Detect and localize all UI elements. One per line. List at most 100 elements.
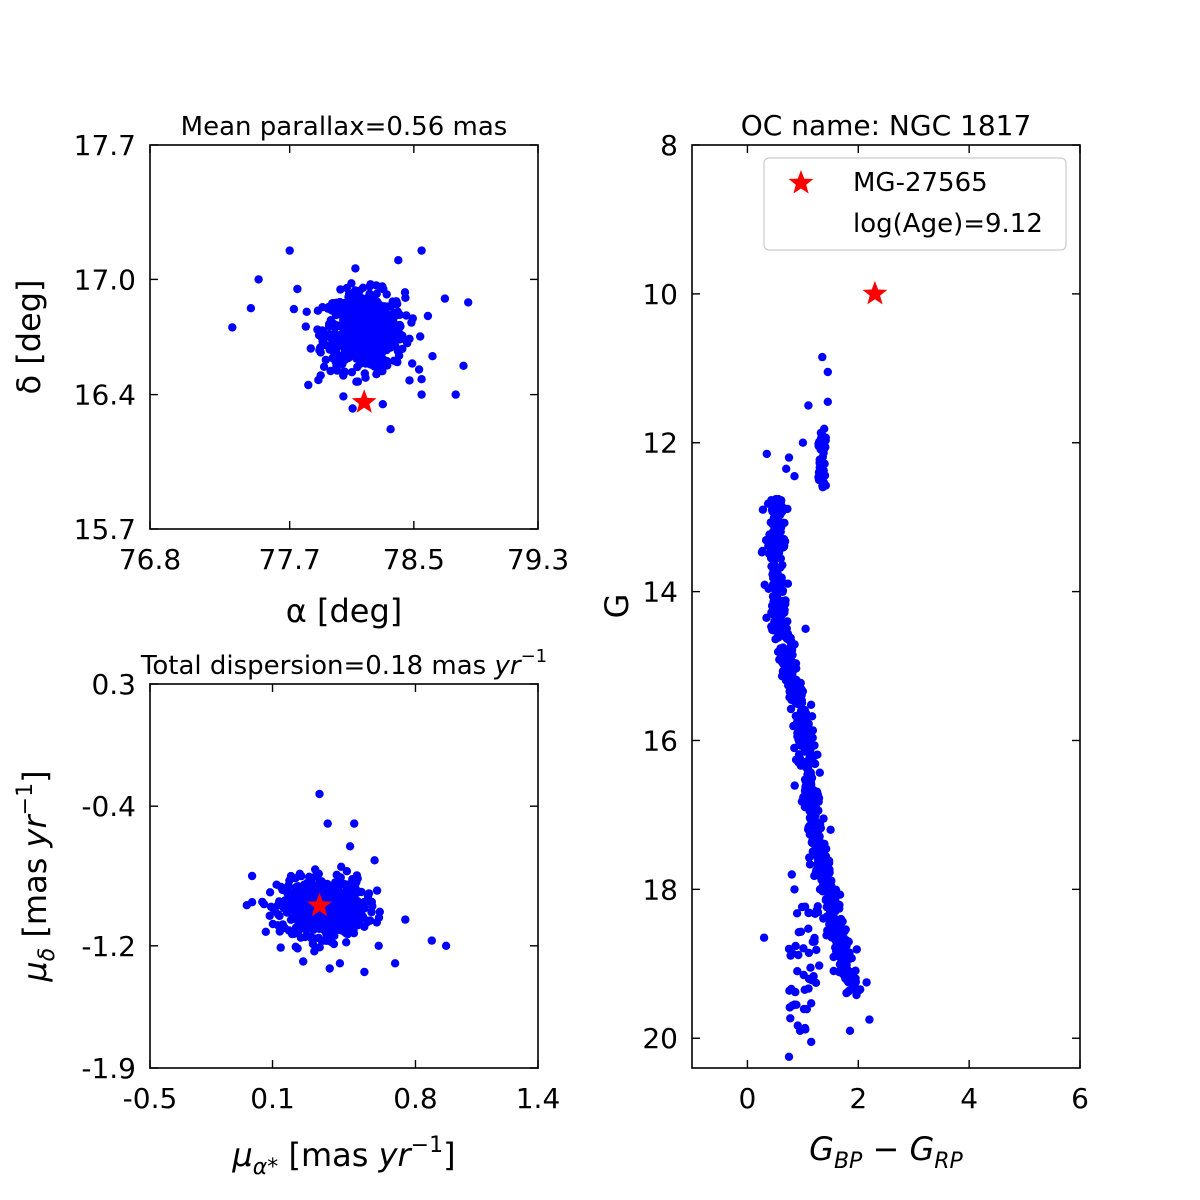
data-point	[265, 888, 275, 897]
data-point	[760, 580, 769, 589]
y-tick-label: -1.2	[81, 930, 136, 963]
data-point	[316, 371, 325, 380]
data-point	[292, 912, 301, 921]
data-point	[794, 750, 804, 759]
data-point	[808, 733, 817, 742]
data-point	[849, 982, 859, 992]
data-point	[310, 947, 319, 956]
data-point	[372, 331, 381, 340]
data-point	[845, 1026, 855, 1036]
cmd-ylabel: G	[598, 594, 636, 619]
data-point	[325, 345, 334, 354]
data-point	[306, 344, 315, 353]
cmd-legend: MG-27565 log(Age)=9.12	[763, 157, 1067, 251]
data-point	[382, 356, 391, 366]
data-point	[356, 322, 366, 331]
data-point	[784, 1052, 794, 1062]
data-point	[834, 915, 843, 925]
data-point	[299, 957, 308, 966]
data-point	[386, 301, 396, 311]
data-point	[784, 944, 794, 954]
data-point	[282, 908, 292, 917]
data-point	[788, 690, 797, 699]
data-point	[317, 333, 327, 343]
y-tick-label: -0.4	[81, 790, 136, 823]
data-point	[316, 348, 325, 357]
data-point	[342, 867, 352, 876]
data-point	[296, 933, 306, 942]
data-point	[317, 885, 326, 894]
data-point	[295, 869, 304, 878]
data-point	[801, 791, 810, 800]
data-point	[800, 798, 809, 807]
data-point	[351, 264, 360, 273]
x-tick-label: 79.3	[507, 543, 569, 576]
data-point	[390, 959, 400, 968]
data-point	[813, 790, 823, 800]
data-point	[327, 937, 336, 947]
data-point	[806, 744, 816, 753]
data-point	[407, 318, 416, 327]
sky-xlabel: α [deg]	[286, 592, 403, 630]
legend-label-age: log(Age)=9.12	[853, 209, 1043, 239]
x-tick-label: 0.1	[250, 1082, 295, 1115]
data-point	[773, 647, 783, 656]
data-point	[370, 321, 380, 331]
data-point	[376, 337, 385, 346]
data-point	[807, 999, 816, 1008]
data-point	[305, 910, 314, 919]
data-point	[769, 553, 779, 562]
data-point	[368, 301, 377, 310]
data-point	[326, 366, 335, 376]
data-point	[335, 903, 345, 912]
data-point	[793, 967, 802, 976]
data-point	[325, 964, 334, 973]
data-point	[370, 856, 379, 865]
x-tick-label: 0.8	[393, 1082, 438, 1115]
sky-points	[228, 246, 473, 434]
pm-ylabel: μδ [mas yr−1]	[13, 770, 60, 982]
data-point	[758, 546, 767, 556]
data-point	[819, 914, 828, 923]
data-point	[780, 669, 789, 678]
data-point	[342, 880, 351, 889]
data-point	[842, 988, 851, 998]
data-point	[311, 865, 320, 874]
data-point	[335, 913, 344, 922]
y-tick-label: 8	[660, 129, 678, 162]
data-point	[304, 380, 313, 390]
cmd-frame	[691, 144, 1081, 1069]
data-point	[819, 861, 828, 871]
data-point	[349, 926, 358, 935]
data-point	[839, 951, 848, 961]
data-point	[289, 304, 299, 314]
data-point	[339, 920, 348, 929]
data-point	[372, 370, 381, 379]
data-point	[228, 323, 237, 332]
data-point	[787, 984, 796, 994]
data-point	[804, 948, 814, 958]
data-point	[823, 367, 832, 377]
data-point	[807, 1037, 816, 1047]
data-point	[403, 339, 412, 348]
data-point	[272, 880, 281, 889]
data-point	[825, 894, 835, 903]
data-point	[459, 361, 468, 370]
data-point	[804, 401, 813, 410]
data-point	[378, 400, 387, 409]
data-point	[758, 505, 768, 514]
data-point	[798, 741, 807, 750]
data-point	[776, 563, 785, 572]
data-point	[795, 1026, 805, 1036]
data-point	[826, 825, 835, 834]
data-point	[402, 311, 411, 320]
x-tick-label: 76.8	[119, 543, 181, 576]
sky-frame	[149, 144, 539, 530]
data-point	[308, 939, 318, 949]
data-point	[776, 612, 785, 621]
data-point	[360, 967, 369, 977]
data-point	[302, 307, 311, 316]
data-point	[328, 306, 337, 315]
data-point	[810, 937, 819, 946]
data-point	[258, 897, 267, 907]
